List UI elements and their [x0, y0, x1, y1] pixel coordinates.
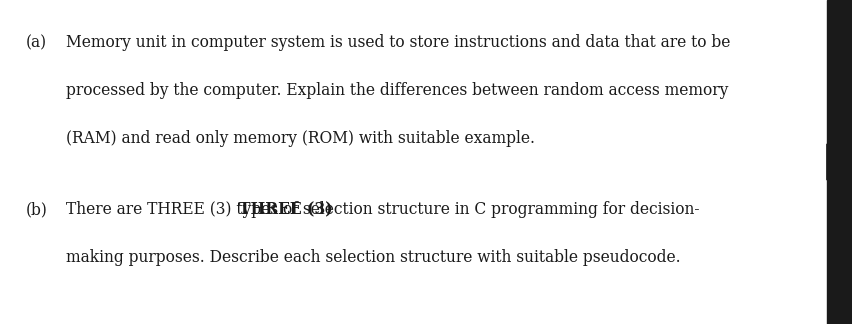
Text: (b): (b)	[26, 201, 48, 218]
Text: (RAM) and read only memory (ROM) with suitable example.: (RAM) and read only memory (ROM) with su…	[66, 130, 535, 147]
Text: There are THREE (3) types of selection structure in C programming for decision-: There are THREE (3) types of selection s…	[66, 201, 700, 218]
Text: making purposes. Describe each selection structure with suitable pseudocode.: making purposes. Describe each selection…	[66, 249, 681, 266]
Text: Memory unit in computer system is used to store instructions and data that are t: Memory unit in computer system is used t…	[66, 34, 731, 51]
Text: THREE (3): THREE (3)	[239, 201, 333, 218]
Wedge shape	[826, 144, 852, 180]
Text: processed by the computer. Explain the differences between random access memory: processed by the computer. Explain the d…	[66, 82, 728, 99]
Bar	[826, 0, 852, 324]
Text: There are: There are	[66, 201, 147, 218]
Text: (a): (a)	[26, 34, 47, 51]
